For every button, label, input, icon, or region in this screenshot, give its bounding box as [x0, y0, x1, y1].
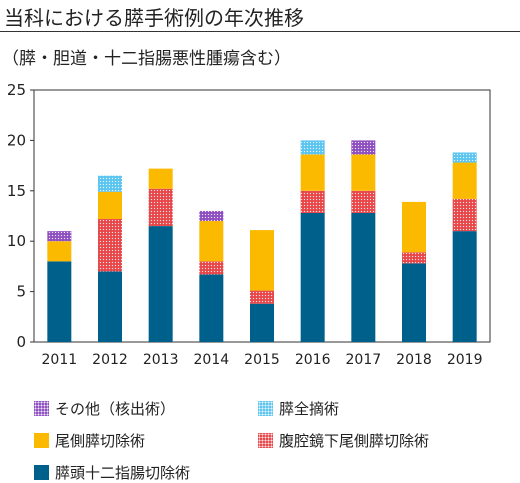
chart-title: 当科における膵手術例の年次推移 — [4, 6, 304, 30]
x-tick-label-2019: 2019 — [447, 352, 483, 368]
bar-segment-2018-1 — [402, 252, 426, 264]
bar-segment-2014-2 — [199, 221, 224, 262]
bar-segment-2012-2 — [98, 191, 122, 220]
bar-segment-2012-0 — [98, 271, 122, 342]
y-tick-label: 10 — [7, 232, 26, 250]
legend-swatch-other — [34, 401, 49, 416]
bar-segment-2015-2 — [250, 230, 274, 291]
legend-item-pancreaticoduodenectomy: 膵頭十二指腸切除術 — [34, 462, 190, 483]
bar-segment-2015-0 — [250, 303, 274, 342]
bar-segment-2016-0 — [300, 212, 325, 342]
bar-segment-2019-1 — [452, 198, 477, 232]
x-tick-label-2018: 2018 — [396, 352, 432, 368]
bar-segment-2016-3 — [300, 140, 325, 155]
y-tick-label: 0 — [16, 333, 26, 351]
y-tick-label: 5 — [16, 283, 26, 301]
bar-segment-2019-2 — [452, 162, 477, 199]
x-tick-label-2015: 2015 — [244, 352, 280, 368]
bar-segment-2017-0 — [351, 212, 376, 342]
bar-segment-2019-3 — [452, 152, 477, 163]
x-tick-label-2016: 2016 — [295, 352, 331, 368]
bar-segment-2018-2 — [402, 201, 426, 253]
title-divider — [0, 31, 520, 32]
x-tick-label-2011: 2011 — [42, 352, 78, 368]
stacked-bar-chart: 0 5 10 15 20 25 2011 2012 2013 2014 2015 2016 2017 20… — [7, 81, 491, 368]
bar-segment-2017-2 — [351, 154, 376, 191]
x-tick-label-2013: 2013 — [143, 352, 179, 368]
bar-segment-2014-1 — [199, 261, 224, 275]
legend-swatch-laparoscopic-distal — [258, 433, 273, 448]
y-tick-label: 15 — [7, 182, 26, 200]
legend-label-laparoscopic-distal: 腹腔鏡下尾側膵切除術 — [279, 432, 430, 450]
bar-segment-2016-1 — [300, 190, 325, 213]
y-tick-label: 25 — [7, 81, 26, 99]
chart-subtitle: （膵・胆道・十二指腸悪性腫瘍含む） — [2, 49, 291, 69]
bar-segment-2017-4 — [351, 140, 376, 155]
chart-legend: その他（核出術） 膵全摘術 尾側膵切除術 腹腔鏡下尾側膵切除術 膵頭十二指腸切除… — [0, 392, 520, 482]
bar-segment-2012-3 — [98, 175, 122, 192]
bar-segment-2011-4 — [47, 231, 72, 242]
legend-swatch-total-pancreatectomy — [258, 401, 273, 416]
legend-label-distal-pancreatectomy: 尾側膵切除術 — [55, 432, 146, 450]
bar-segment-2011-0 — [47, 261, 72, 342]
legend-label-total-pancreatectomy: 膵全摘術 — [279, 400, 340, 418]
bar-segment-2018-0 — [402, 263, 426, 342]
bar-segment-2011-2 — [47, 241, 72, 262]
legend-label-pancreaticoduodenectomy: 膵頭十二指腸切除術 — [55, 464, 191, 482]
bar-segment-2013-2 — [148, 168, 173, 189]
bar-segment-2013-0 — [148, 226, 173, 342]
bar-segment-2016-2 — [300, 154, 325, 191]
legend-item-laparoscopic-distal: 腹腔鏡下尾側膵切除術 — [258, 430, 429, 451]
bar-segment-2017-1 — [351, 190, 376, 213]
bar-segment-2013-1 — [148, 188, 173, 227]
x-tick-label-2017: 2017 — [346, 352, 382, 368]
legend-item-total-pancreatectomy: 膵全摘術 — [258, 398, 339, 419]
bar-segment-2012-1 — [98, 219, 122, 272]
bar-segment-2019-0 — [452, 231, 477, 342]
legend-item-distal-pancreatectomy: 尾側膵切除術 — [34, 430, 145, 451]
legend-swatch-pancreaticoduodenectomy — [34, 465, 49, 480]
legend-swatch-distal-pancreatectomy — [34, 433, 49, 448]
x-tick-label-2012: 2012 — [92, 352, 128, 368]
y-tick-label: 20 — [7, 131, 26, 149]
bar-segment-2014-0 — [199, 274, 224, 342]
legend-label-other: その他（核出術） — [55, 400, 176, 418]
bar-segment-2015-1 — [250, 290, 274, 304]
x-tick-label-2014: 2014 — [194, 352, 230, 368]
legend-item-other: その他（核出術） — [34, 398, 175, 419]
bar-segment-2014-4 — [199, 210, 224, 222]
